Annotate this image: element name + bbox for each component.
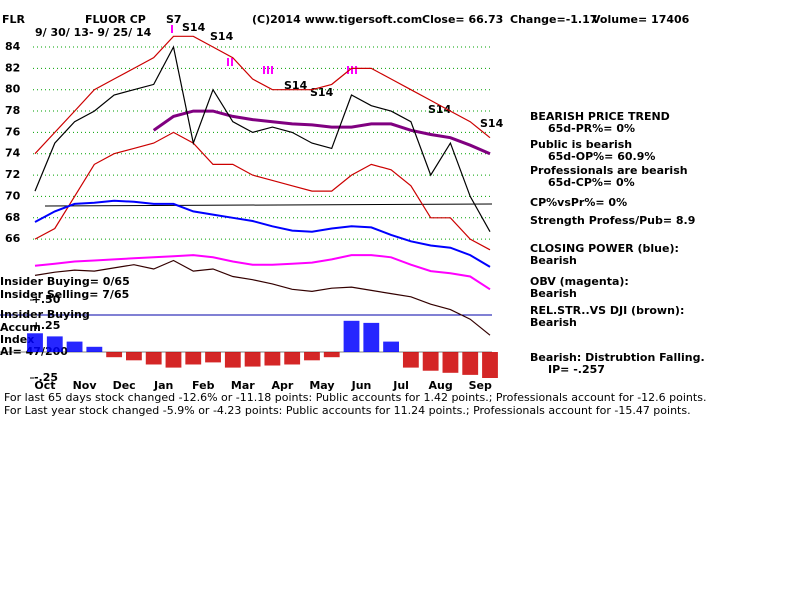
note: IP= -.257 [548,363,605,376]
bar [482,352,498,378]
y-tick-label: 78 [5,104,20,117]
y-tick-label: +.25 [32,319,61,332]
bar [343,320,360,352]
y-tick-label: 68 [5,211,20,224]
bar [462,352,479,375]
note: Public is bearish [530,138,632,151]
bar [66,341,83,352]
bar [46,336,63,352]
y-tick-label: 72 [5,168,20,181]
note: CP%vsPr%= 0% [530,196,627,209]
x-tick-label: Nov [73,379,98,392]
volume: Volume= 17406 [592,13,690,26]
note: Bearish [530,316,577,329]
y-tick-label: +.50 [32,293,61,306]
bar [205,352,221,363]
note: OBV (magenta): [530,275,629,288]
bar [224,352,241,368]
bar [442,352,459,373]
signal: S14 [284,79,308,92]
bar [86,346,103,352]
note: Professionals are bearish [530,164,688,177]
bar [284,352,301,365]
x-tick-label: Jan [153,379,173,392]
company-name: FLUOR CP [85,13,146,26]
series-line [34,131,491,251]
signal: S14 [428,103,452,116]
bar [106,352,123,358]
bar [145,352,162,365]
x-tick-label: Mar [231,379,255,392]
signal: S14 [210,30,234,43]
x-tick-label: Dec [113,379,136,392]
close: Close= 66.73 [422,13,503,26]
note: Bearish: Distrubtion Falling. [530,351,705,364]
x-tick-label: Feb [192,379,215,392]
x-tick-label: Oct [34,379,55,392]
note: 65d-CP%= 0% [548,176,635,189]
note: 65d-PR%= 0% [548,122,635,135]
y-tick-label: 70 [5,189,21,202]
series-line [34,259,491,336]
bar [27,333,43,352]
y-tick-label: 82 [5,61,20,74]
bar [264,352,281,366]
note: 65d-OP%= 60.9% [548,150,655,163]
copyright: (C)2014 www.tigersoft.com [252,13,422,26]
bar [323,352,340,358]
note: Bearish [530,287,577,300]
change: Change=-1.17 [510,13,597,26]
series-line [34,45,491,232]
bar [402,352,419,368]
symbol: FLR [2,13,26,26]
note: CLOSING POWER (blue): [530,242,679,255]
y-tick-label: 76 [5,125,21,138]
note: Strength Profess/Pub= 8.9 [530,214,695,227]
note: Accum [0,321,41,334]
bar [244,352,261,367]
signal: S14 [480,117,504,130]
note: BEARISH PRICE TREND [530,110,670,123]
note: Bearish [530,254,577,267]
note: REL.STR..VS DJI (brown): [530,304,684,317]
signal: S7 [166,13,182,26]
note: Insider Buying [0,308,90,321]
series-line [34,35,491,155]
y-tick-label: 74 [5,147,21,160]
series-line [34,199,491,268]
y-tick-label: 66 [5,232,21,245]
bar [363,322,380,352]
note: Insider Selling= 7/65 [0,288,129,301]
series-line [34,254,491,291]
date-range: 9/ 30/ 13- 9/ 25/ 14 [35,26,152,39]
bar [185,352,202,365]
y-tick-label: 84 [5,40,21,53]
x-tick-label: Apr [271,379,293,392]
y-tick-label: 80 [5,83,21,96]
signal: S14 [310,86,334,99]
pink-arrows [171,25,357,74]
bar [383,341,399,352]
trend-line [44,203,493,207]
footer: For Last year stock changed -5.9% or -4.… [4,404,691,417]
x-tick-label: May [309,379,334,392]
bar [422,352,439,371]
footer: For last 65 days stock changed -12.6% or… [4,391,706,404]
x-tick-label: Aug [429,379,453,392]
note: Index [0,333,34,346]
series-line [152,109,491,156]
note: Insider Buying= 0/65 [0,275,130,288]
x-tick-label: Sep [469,379,492,392]
x-tick-label: Jun [351,379,372,392]
x-tick-label: Jul [392,379,409,392]
bar [304,352,320,361]
signal: S14 [182,21,206,34]
y-tick-label: -.25 [34,371,58,384]
bar [126,352,142,361]
bar [165,352,182,368]
